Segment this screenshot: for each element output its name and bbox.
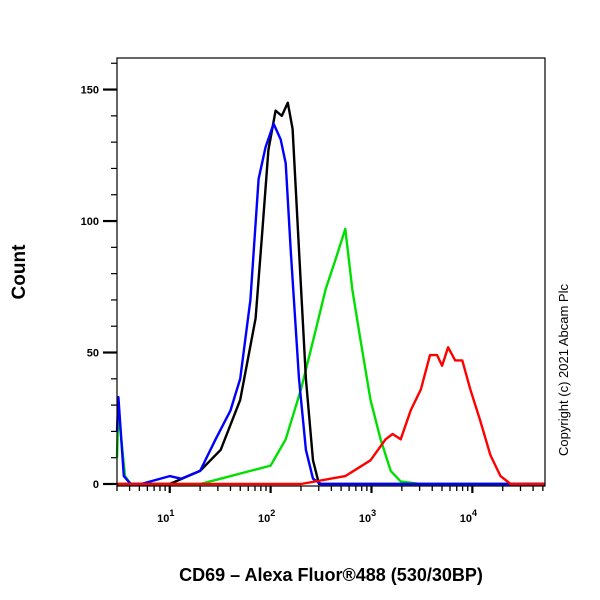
y-tick-label: 0 — [93, 479, 99, 491]
x-tick-label: 104 — [460, 508, 477, 525]
y-axis-label: Count — [9, 244, 30, 300]
copyright-annotation: Copyright (c) 2021 Abcam Plc — [556, 284, 571, 456]
series-line-red — [117, 346, 545, 486]
x-tick-label: 103 — [359, 508, 376, 525]
x-tick-label: 102 — [258, 508, 275, 525]
plot-frame — [116, 57, 546, 487]
y-tick-label: 50 — [87, 348, 99, 360]
y-tick-label: 150 — [81, 85, 99, 97]
x-axis-label: CD69 – Alexa Fluor®488 (530/30BP) — [179, 565, 483, 585]
y-tick-label: 100 — [81, 216, 99, 228]
series-group — [115, 101, 545, 486]
series-line-green — [115, 227, 545, 486]
x-tick-label: 101 — [157, 508, 174, 525]
series-line-blue — [115, 122, 545, 486]
